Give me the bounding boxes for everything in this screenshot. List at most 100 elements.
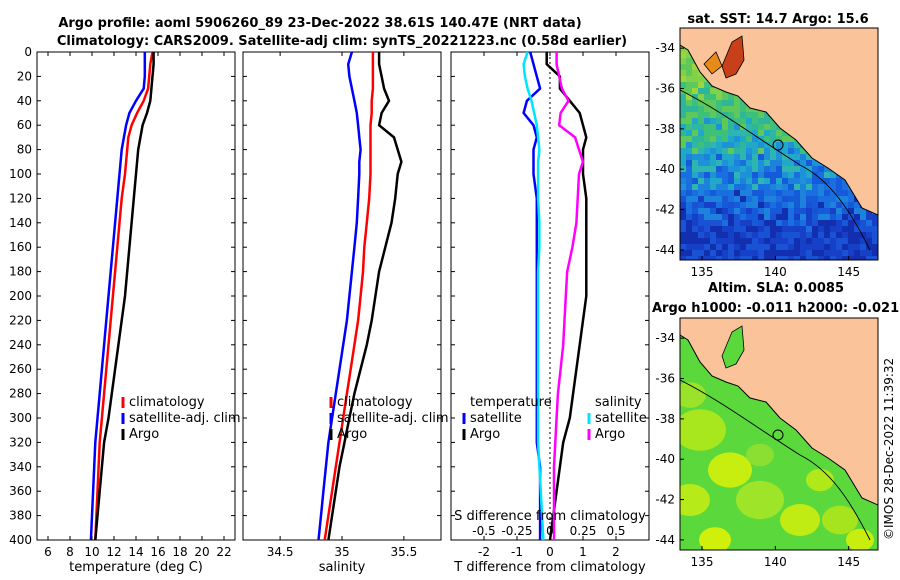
sst-cell	[842, 232, 849, 239]
sla-isobath	[680, 379, 871, 541]
sst-cell	[758, 184, 765, 191]
sst-cell	[824, 250, 831, 257]
sst-cell	[734, 136, 741, 143]
sst-cell	[854, 226, 861, 233]
sst-cell	[692, 106, 699, 113]
map-y-tick-label: -38	[655, 122, 675, 136]
sst-cell	[692, 250, 699, 257]
temperature-xlabel: temperature (deg C)	[69, 560, 203, 575]
sst-cell	[812, 196, 819, 203]
sst-cell	[728, 232, 735, 239]
sst-cell	[782, 250, 789, 257]
sst-cell	[782, 160, 789, 167]
sst-cell	[782, 148, 789, 155]
sst-cell	[740, 118, 747, 125]
sst-cell	[830, 208, 837, 215]
sst-cell	[734, 124, 741, 131]
sst-cell	[722, 238, 729, 245]
sst-cell	[776, 160, 783, 167]
sst-cell	[722, 196, 729, 203]
sst-cell	[740, 190, 747, 197]
difference-legend: temperature satellite Argo salinity sate…	[462, 395, 647, 442]
sst-cell	[716, 190, 723, 197]
sst-cell	[752, 148, 759, 155]
sst-cell	[686, 52, 693, 59]
sst-cell	[818, 190, 825, 197]
sst-cell	[752, 154, 759, 161]
sst-cell	[734, 202, 741, 209]
sst-cell	[686, 82, 693, 89]
sst-cell	[704, 148, 711, 155]
figure-title-line2: Climatology: CARS2009. Satellite-adj cli…	[57, 34, 627, 49]
sst-cell	[740, 250, 747, 257]
sst-cell	[770, 244, 777, 251]
sst-cell	[722, 106, 729, 113]
sst-cell	[698, 232, 705, 239]
sst-cell	[722, 214, 729, 221]
sst-cell	[734, 214, 741, 221]
sst-cell	[806, 172, 813, 179]
salinity-axes	[242, 51, 442, 541]
sst-cell	[812, 190, 819, 197]
sst-cell	[680, 76, 687, 83]
sst-cell	[818, 196, 825, 203]
sst-cell	[764, 226, 771, 233]
sst-cell	[830, 184, 837, 191]
sst-cell	[818, 244, 825, 251]
sst-cell	[788, 250, 795, 257]
sst-cell	[776, 256, 783, 260]
sst-cell	[800, 244, 807, 251]
sst-cell	[716, 106, 723, 113]
sst-cell	[716, 178, 723, 185]
sst-cell	[758, 202, 765, 209]
sst-cell	[716, 160, 723, 167]
sst-cell	[764, 232, 771, 239]
sst-cell	[722, 190, 729, 197]
sst-cell	[704, 250, 711, 257]
sst-cell	[728, 202, 735, 209]
sst-cell	[758, 166, 765, 173]
sst-cell	[866, 232, 873, 239]
sst-cell	[770, 136, 777, 143]
sst-cell	[794, 214, 801, 221]
sst-cell	[770, 208, 777, 215]
sst-cell	[698, 214, 705, 221]
sst-cell	[752, 118, 759, 125]
sst-cell	[824, 166, 831, 173]
sst-cell	[794, 220, 801, 227]
sst-cell	[830, 220, 837, 227]
sst-cell	[794, 166, 801, 173]
sst-cell	[764, 190, 771, 197]
sst-cell	[788, 196, 795, 203]
sst-cell	[758, 124, 765, 131]
sla-blob	[780, 504, 820, 536]
sst-cell	[776, 208, 783, 215]
sst-cell	[782, 226, 789, 233]
sst-cell	[836, 232, 843, 239]
sst-cell	[800, 208, 807, 215]
sst-cell	[710, 178, 717, 185]
sst-cell	[680, 160, 687, 167]
sst-cell	[680, 118, 687, 125]
sst-cell	[752, 220, 759, 227]
sst-cell	[710, 226, 717, 233]
sla-map-panel: Altim. SLA: 0.0085 Argo h1000: -0.011 h2…	[652, 281, 899, 569]
sst-cell	[734, 160, 741, 167]
sst-cell	[704, 100, 711, 107]
sst-cell	[746, 106, 753, 113]
sst-cell	[680, 130, 687, 137]
sst-cell	[758, 142, 765, 149]
sst-cell	[704, 226, 711, 233]
sst-cell	[764, 172, 771, 179]
sst-cell	[740, 148, 747, 155]
y-tick-label: 60	[17, 118, 32, 132]
sst-cell	[692, 94, 699, 101]
sst-cell	[842, 184, 849, 191]
map-y-tick-label: -34	[655, 331, 675, 345]
sst-cell	[860, 208, 867, 215]
s-tick-label: 0.5	[606, 524, 625, 538]
sst-cell	[680, 64, 687, 71]
sst-cell	[872, 226, 878, 233]
sst-cell	[770, 124, 777, 131]
